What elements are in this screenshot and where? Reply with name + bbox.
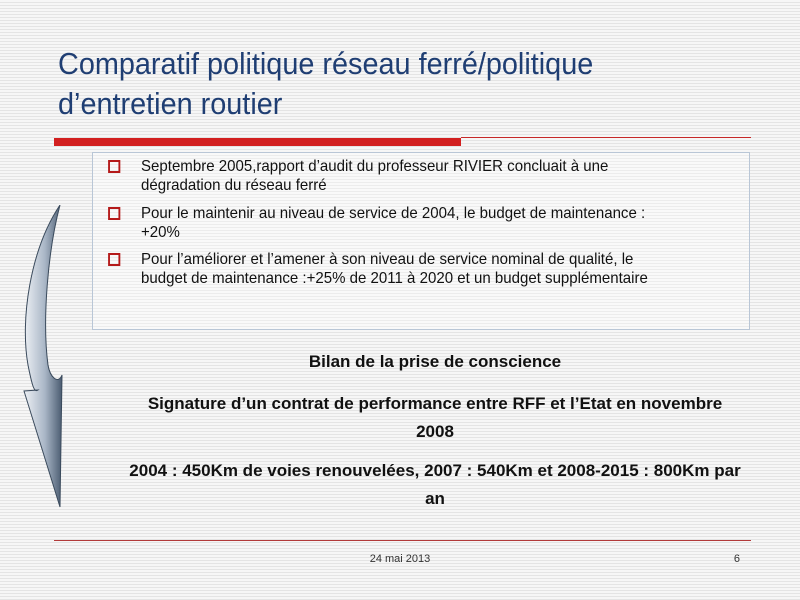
bullet-item: Pour l’améliorer et l’amener à son nivea… — [108, 250, 705, 288]
hollow-square-icon — [108, 160, 121, 173]
contract-line-2: 2008 — [416, 422, 454, 441]
footer-date: 24 mai 2013 — [369, 553, 431, 565]
summary-heading: Bilan de la prise de conscience — [308, 352, 562, 371]
page-number: 6 — [733, 553, 740, 565]
curved-arrow-icon — [23, 205, 63, 508]
title-underline-thick — [54, 138, 461, 146]
slide-title-line-2: d’entretien routier — [58, 86, 283, 121]
stats-line-2: an — [425, 489, 445, 508]
hollow-square-icon — [108, 253, 121, 266]
bullet-item: Septembre 2005,rapport d’audit du profes… — [108, 157, 705, 195]
stats-line-1: 2004 : 450Km de voies renouvelées, 2007 … — [129, 461, 741, 480]
bullet-text: dégradation du réseau ferré — [141, 177, 327, 194]
bullet-text-box: Septembre 2005,rapport d’audit du profes… — [92, 152, 750, 330]
footer-divider — [54, 540, 751, 541]
bullet-text: Pour l’améliorer et l’amener à son nivea… — [141, 251, 634, 268]
title-underline-thin — [461, 137, 751, 138]
bullet-item: Pour le maintenir au niveau de service d… — [108, 204, 705, 242]
slide-title: Comparatif politique réseau ferré/politi… — [58, 44, 709, 124]
contract-statement: Signature d’un contrat de performance en… — [100, 390, 770, 446]
contract-line-1: Signature d’un contrat de performance en… — [147, 394, 723, 413]
renewal-stats: 2004 : 450Km de voies renouvelées, 2007 … — [100, 457, 770, 513]
bullet-text: budget de maintenance :+25% de 2011 à 20… — [141, 270, 648, 287]
bullet-text: Septembre 2005,rapport d’audit du profes… — [141, 158, 609, 175]
hollow-square-icon — [108, 207, 121, 220]
slide-title-line-1: Comparatif politique réseau ferré/politi… — [58, 46, 594, 81]
bullet-text: Pour le maintenir au niveau de service d… — [141, 205, 646, 222]
bullet-text: +20% — [141, 224, 180, 241]
